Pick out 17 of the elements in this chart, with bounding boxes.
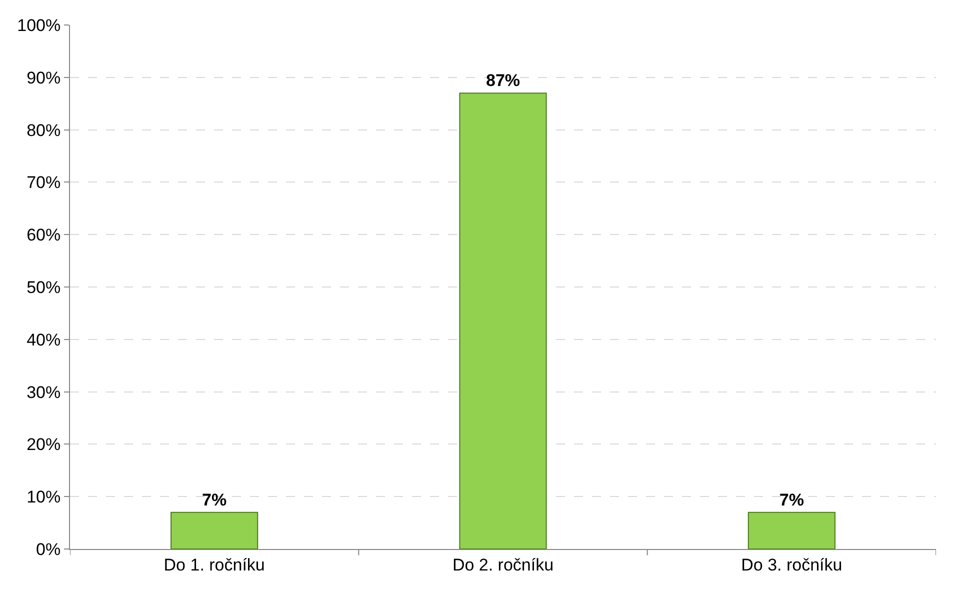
y-tick-label: 90%	[26, 68, 61, 88]
y-tick-label: 10%	[26, 488, 61, 507]
y-tick-label: 80%	[26, 120, 61, 140]
data-label: 87%	[486, 71, 520, 90]
y-tick-label: 100%	[17, 16, 61, 35]
y-tick-label: 40%	[26, 330, 61, 350]
y-tick-label: 60%	[26, 226, 61, 245]
x-tick-label: Do 1. ročníku	[164, 555, 265, 574]
data-label: 7%	[202, 490, 227, 510]
y-tick-label: 30%	[26, 382, 61, 402]
y-tick-label: 50%	[26, 278, 61, 297]
x-tick-label: Do 3. ročníku	[741, 555, 842, 574]
y-tick-label: 70%	[26, 173, 61, 192]
data-label: 7%	[779, 490, 804, 510]
y-tick-label: 0%	[36, 540, 61, 559]
y-tick-label: 20%	[26, 435, 61, 454]
x-tick-label: Do 2. ročníku	[452, 555, 554, 574]
